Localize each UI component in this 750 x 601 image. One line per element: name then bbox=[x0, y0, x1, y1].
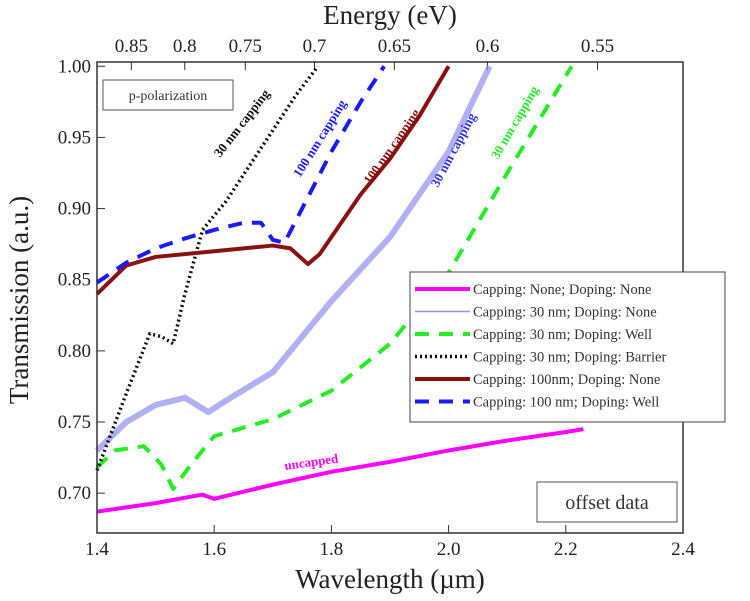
offset-box bbox=[536, 481, 678, 523]
series-line bbox=[96, 427, 584, 514]
top-tick-label: 0.55 bbox=[581, 36, 614, 57]
legend-label: Capping: None; Doping: None bbox=[473, 282, 651, 298]
x-tick-label: 1.4 bbox=[85, 539, 109, 560]
top-tick-label: 0.6 bbox=[476, 36, 500, 57]
y-axis-title: Transmission (a.u.) bbox=[4, 196, 34, 404]
legend-label: Capping: 100 nm; Doping: Well bbox=[473, 395, 659, 411]
polarization-label: p-polarization bbox=[129, 89, 208, 104]
y-tick-label: 0.95 bbox=[58, 127, 91, 148]
annotation-100nm-none: 100 nm capping bbox=[360, 106, 423, 187]
y-tick-label: 0.80 bbox=[58, 341, 91, 362]
x-tick-label: 2.4 bbox=[671, 539, 695, 560]
series-line bbox=[94, 64, 493, 453]
annotation-30nm-well: 30 nm capping bbox=[488, 83, 542, 162]
legend-box bbox=[409, 271, 726, 423]
x-tick-label: 2.0 bbox=[437, 539, 461, 560]
legend-label: Capping: 30 nm; Doping: Well bbox=[473, 327, 652, 343]
x-tick-label: 1.6 bbox=[202, 539, 226, 560]
x-axis-title: Wavelength (µm) bbox=[295, 564, 485, 594]
legend-label: Capping: 30 nm; Doping: Barrier bbox=[473, 350, 666, 366]
series-line bbox=[95, 65, 451, 296]
top-tick-label: 0.7 bbox=[303, 36, 327, 57]
x-tick-label: 2.2 bbox=[554, 539, 578, 560]
annotation-uncapped: uncapped bbox=[283, 450, 340, 473]
y-tick-label: 0.75 bbox=[58, 412, 91, 433]
y-tick-label: 1.00 bbox=[58, 56, 91, 77]
top-tick-label: 0.65 bbox=[378, 36, 411, 57]
series-line bbox=[95, 65, 320, 472]
legend-label: Capping: 100nm; Doping: None bbox=[473, 372, 660, 388]
top-tick-label: 0.8 bbox=[173, 36, 197, 57]
y-tick-label: 0.90 bbox=[58, 199, 91, 220]
legend-label: Capping: 30 nm; Doping: None bbox=[473, 305, 657, 321]
offset-label: offset data bbox=[565, 492, 649, 514]
polarization-box bbox=[102, 79, 234, 111]
top-tick-label: 0.75 bbox=[229, 36, 262, 57]
y-tick-label: 0.85 bbox=[58, 270, 91, 291]
annotation-100nm-well: 100 nm capping bbox=[290, 96, 350, 179]
y-tick-label: 0.70 bbox=[58, 483, 91, 504]
x-tick-label: 1.8 bbox=[320, 539, 344, 560]
series-line bbox=[95, 65, 386, 285]
top-axis-title: Energy (eV) bbox=[323, 0, 457, 30]
annotation-30nm-none: 30 nm capping bbox=[427, 110, 479, 190]
top-tick-label: 0.85 bbox=[115, 36, 148, 57]
